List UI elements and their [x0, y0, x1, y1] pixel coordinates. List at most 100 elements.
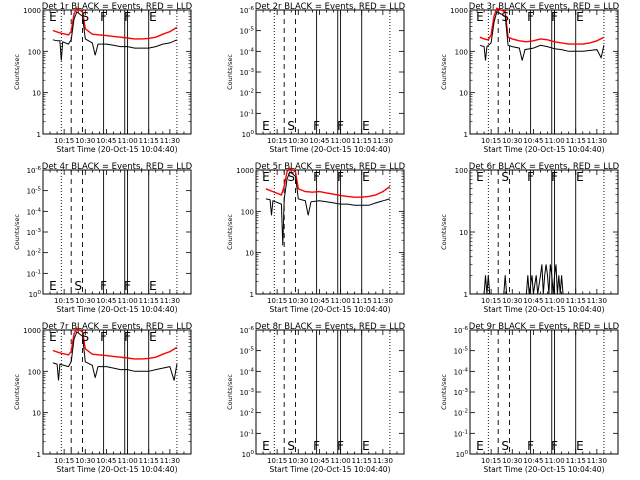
det-2r-x-tick-label: 11:15 [352, 137, 372, 145]
det-4r-x-tick-label: 10:30 [75, 297, 95, 305]
det-9r-marker-f: F [551, 439, 558, 453]
det-1r-x-tick-label: 11:15 [139, 137, 159, 145]
det-4r-y-axis-label: Counts/sec [13, 214, 21, 250]
det-4r-x-tick-label: 11:15 [139, 297, 159, 305]
det-5r-title: Det 5r BLACK = Events, RED = LLD [255, 162, 406, 172]
det-8r-x-tick-label: 10:15 [267, 457, 287, 465]
det-1r-x-tick-label: 11:30 [160, 137, 180, 145]
det-5r-frame [255, 169, 405, 295]
det-3r-marker-e: E [576, 10, 584, 24]
det-4r-marker-e: E [49, 279, 57, 293]
det-4r-y-tick-label: 10-6 [27, 166, 42, 175]
det-1r-series-events [52, 11, 178, 61]
det-9r-y-tick-label: 10-2 [454, 409, 468, 418]
det-8r-title: Det 8r BLACK = Events, RED = LLD [255, 322, 406, 332]
det-8r-frame [255, 329, 405, 455]
det-8r-marker-s: S [287, 439, 295, 453]
det-7r-y-tick-label: 1 [37, 451, 41, 459]
det-6r-marker-f: F [527, 170, 534, 184]
det-5r-x-axis-label: Start Time (20-Oct-15 10:04:40) [269, 305, 390, 314]
det-6r-marker-s: S [501, 170, 509, 184]
det-7r-x-tick-label: 10:15 [54, 457, 74, 465]
det-7r-marker-f: F [124, 330, 131, 344]
det-3r-x-tick-label: 11:00 [544, 137, 564, 145]
det-1r-y-axis-label: Counts/sec [13, 54, 21, 90]
det-4r-x-tick-label: 10:15 [54, 297, 74, 305]
det-2r-marker-s: S [287, 119, 295, 133]
det-3r-x-axis-label: Start Time (20-Oct-15 10:04:40) [483, 145, 604, 154]
det-4r-y-tick-label: 100 [29, 290, 42, 299]
det-5r-x-tick-label: 10:30 [288, 297, 308, 305]
det-6r-y-tick-label: 10 [459, 229, 468, 237]
det-6r-x-tick-label: 11:15 [566, 297, 586, 305]
det-2r-x-tick-label: 10:15 [267, 137, 287, 145]
det-2r-panel: Det 2r BLACK = Events, RED = LLD 10:15 10:… [226, 2, 406, 154]
det-5r-marker-s: S [287, 170, 295, 184]
det-6r-x-tick-label: 11:30 [587, 297, 607, 305]
det-6r-x-axis-label: Start Time (20-Oct-15 10:04:40) [483, 305, 604, 314]
det-5r-series-lld [265, 167, 391, 198]
det-2r-y-tick-label: 100 [242, 130, 255, 139]
det-6r-marker-f: F [551, 170, 558, 184]
det-7r-y-tick-label: 1000 [23, 327, 41, 335]
det-1r-y-tick-label: 1000 [23, 7, 41, 15]
det-2r-marker-e: E [262, 119, 270, 133]
det-2r-x-axis-label: Start Time (20-Oct-15 10:04:40) [269, 145, 390, 154]
det-4r-x-axis-label: Start Time (20-Oct-15 10:04:40) [56, 305, 177, 314]
det-8r-y-axis-label: Counts/sec [226, 374, 234, 410]
det-5r-x-tick-label: 10:45 [309, 297, 329, 305]
det-3r-x-tick-label: 10:30 [502, 137, 522, 145]
det-7r-panel: Det 7r BLACK = Events, RED = LLD 10:15 10:… [13, 322, 193, 474]
det-2r-y-tick-label: 10-6 [240, 6, 255, 15]
det-2r-x-tick-label: 10:30 [288, 137, 308, 145]
det-2r-y-tick-label: 10-1 [240, 109, 254, 118]
det-9r-y-tick-label: 10-1 [454, 429, 468, 438]
det-9r-marker-s: S [501, 439, 509, 453]
det-7r-title: Det 7r BLACK = Events, RED = LLD [42, 322, 193, 332]
det-7r-marker-e: E [149, 330, 157, 344]
det-8r-x-tick-label: 10:30 [288, 457, 308, 465]
det-7r-marker-s: S [81, 330, 89, 344]
det-5r-marker-e: E [362, 170, 370, 184]
det-3r-y-axis-label: Counts/sec [440, 54, 448, 90]
det-1r-marker-s: S [81, 10, 89, 24]
det-2r-title: Det 2r BLACK = Events, RED = LLD [255, 2, 406, 12]
det-4r-y-tick-label: 10-4 [27, 207, 42, 216]
det-8r-x-axis-label: Start Time (20-Oct-15 10:04:40) [269, 465, 390, 474]
det-8r-x-tick-label: 10:45 [309, 457, 329, 465]
det-2r-y-tick-label: 10-3 [240, 68, 255, 77]
det-9r-frame [469, 329, 619, 455]
det-4r-x-tick-label: 10:45 [96, 297, 116, 305]
det-3r-title: Det 3r BLACK = Events, RED = LLD [469, 2, 620, 12]
det-7r-x-tick-label: 10:45 [96, 457, 116, 465]
det-8r-marker-f: F [337, 439, 344, 453]
det-3r-marker-f: F [527, 10, 534, 24]
det-9r-y-tick-label: 10-6 [454, 326, 469, 335]
det-8r-y-tick-label: 10-5 [240, 347, 255, 356]
det-7r-x-tick-label: 11:00 [117, 457, 137, 465]
det-2r-y-tick-label: 10-4 [240, 47, 255, 56]
det-5r-x-tick-label: 11:15 [352, 297, 372, 305]
det-9r-x-tick-label: 10:15 [481, 457, 501, 465]
det-6r-y-tick-label: 100 [455, 167, 468, 175]
det-1r-x-tick-label: 10:15 [54, 137, 74, 145]
det-4r-marker-s: S [74, 279, 82, 293]
det-3r-x-tick-label: 10:45 [523, 137, 543, 145]
det-2r-marker-f: F [337, 119, 344, 133]
det-4r-frame [42, 169, 192, 295]
det-9r-marker-f: F [527, 439, 534, 453]
det-1r-x-tick-label: 10:45 [96, 137, 116, 145]
det-7r-y-tick-label: 100 [28, 368, 41, 376]
det-9r-marker-e: E [576, 439, 584, 453]
det-8r-marker-e: E [362, 439, 370, 453]
det-1r-x-axis-label: Start Time (20-Oct-15 10:04:40) [56, 145, 177, 154]
det-7r-marker-e: E [49, 330, 57, 344]
det-7r-frame [42, 329, 192, 455]
det-6r-frame [469, 169, 619, 295]
det-8r-y-tick-label: 10-6 [240, 326, 255, 335]
